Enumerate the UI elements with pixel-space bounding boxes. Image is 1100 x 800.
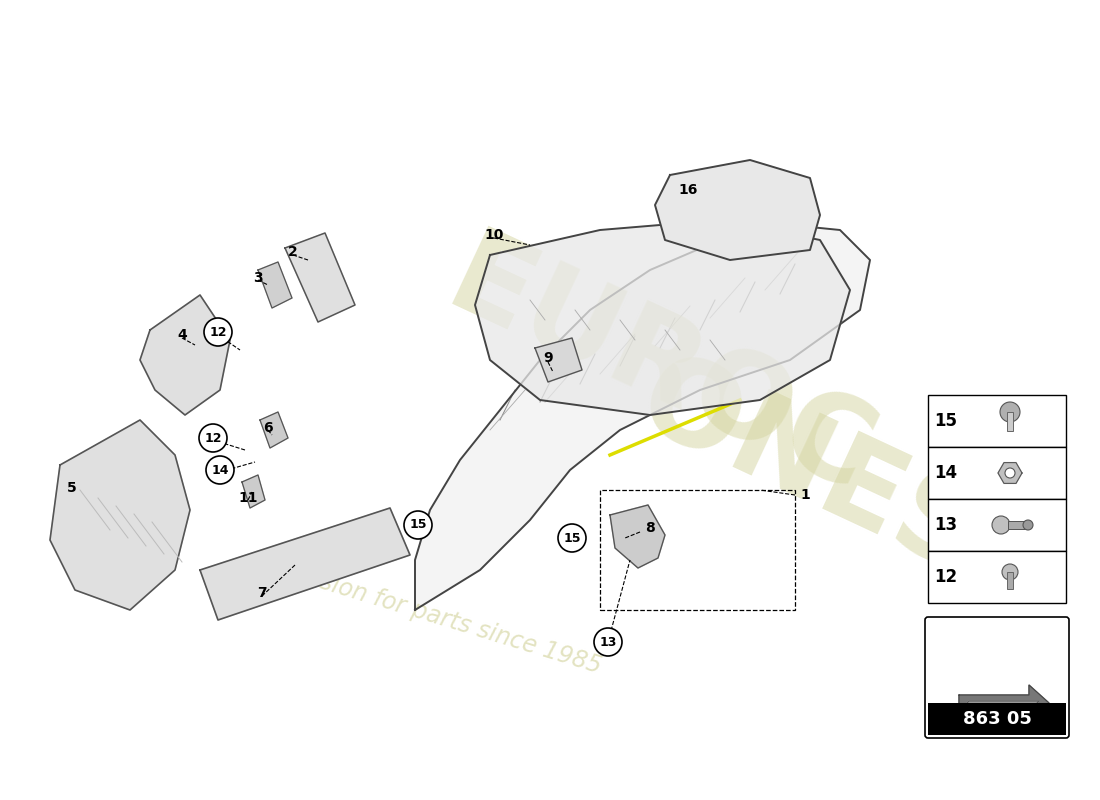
Polygon shape [610, 505, 665, 568]
Text: 2: 2 [288, 245, 298, 259]
FancyBboxPatch shape [925, 617, 1069, 738]
Text: 12: 12 [205, 431, 222, 445]
Text: 14: 14 [934, 464, 958, 482]
FancyBboxPatch shape [928, 395, 1066, 447]
Text: 11: 11 [239, 491, 257, 505]
Polygon shape [998, 462, 1022, 483]
Text: 7: 7 [257, 586, 267, 600]
Text: 10: 10 [484, 228, 504, 242]
Polygon shape [959, 685, 1049, 721]
Circle shape [1000, 402, 1020, 422]
FancyBboxPatch shape [928, 499, 1066, 551]
FancyBboxPatch shape [1008, 521, 1028, 529]
Polygon shape [50, 420, 190, 610]
Circle shape [199, 424, 227, 452]
Text: 15: 15 [935, 412, 957, 430]
Circle shape [204, 318, 232, 346]
Text: 15: 15 [563, 531, 581, 545]
Text: ONES: ONES [620, 341, 1000, 599]
Text: 5: 5 [67, 481, 77, 495]
Text: EUROC: EUROC [430, 222, 890, 518]
Text: 13: 13 [600, 635, 617, 649]
Circle shape [206, 456, 234, 484]
Circle shape [404, 511, 432, 539]
Text: 14: 14 [211, 463, 229, 477]
Polygon shape [260, 412, 288, 448]
Text: 3: 3 [253, 271, 263, 285]
Circle shape [992, 516, 1010, 534]
Polygon shape [535, 338, 582, 382]
Polygon shape [285, 233, 355, 322]
FancyBboxPatch shape [928, 703, 1066, 735]
Circle shape [1023, 520, 1033, 530]
Text: 8: 8 [645, 521, 654, 535]
Text: 16: 16 [679, 183, 697, 197]
Circle shape [558, 524, 586, 552]
FancyBboxPatch shape [1006, 572, 1013, 589]
Polygon shape [140, 295, 230, 415]
Text: 12: 12 [934, 568, 958, 586]
Text: 6: 6 [263, 421, 273, 435]
Circle shape [1002, 564, 1018, 580]
FancyBboxPatch shape [928, 551, 1066, 603]
Text: a passion for parts since 1985: a passion for parts since 1985 [256, 551, 604, 678]
FancyBboxPatch shape [1006, 412, 1013, 431]
Circle shape [594, 628, 621, 656]
Text: 1: 1 [800, 488, 810, 502]
Text: 13: 13 [934, 516, 958, 534]
Text: 15: 15 [409, 518, 427, 531]
Circle shape [1005, 468, 1015, 478]
FancyBboxPatch shape [928, 447, 1066, 499]
Polygon shape [242, 475, 265, 508]
Polygon shape [475, 220, 850, 415]
Polygon shape [258, 262, 292, 308]
Text: 863 05: 863 05 [962, 710, 1032, 728]
Text: 12: 12 [209, 326, 227, 338]
Text: 4: 4 [177, 328, 187, 342]
Polygon shape [415, 225, 870, 610]
Text: 9: 9 [543, 351, 553, 365]
Polygon shape [959, 701, 1040, 711]
Polygon shape [200, 508, 410, 620]
Polygon shape [654, 160, 820, 260]
